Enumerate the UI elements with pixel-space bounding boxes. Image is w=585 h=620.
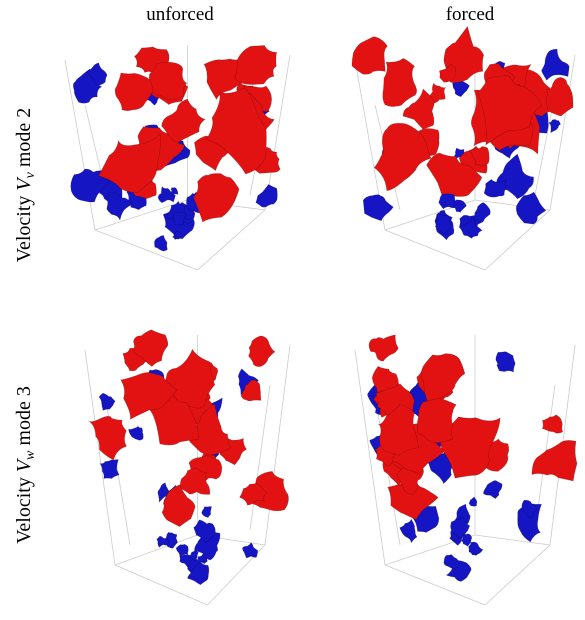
isosurface <box>484 179 506 197</box>
isosurface <box>352 37 387 75</box>
row-label-suffix: mode 3 <box>13 386 35 445</box>
isosurface <box>99 393 115 410</box>
isosurface <box>546 77 573 116</box>
row-label-prefix: Velocity <box>13 477 35 544</box>
figure: unforced forced Velocity Vv mode 2 Veloc… <box>0 0 585 620</box>
isosurface <box>235 46 277 85</box>
isosurface <box>400 519 417 542</box>
row-label-prefix: Velocity <box>13 196 35 263</box>
isosurface <box>549 119 560 132</box>
isosurface <box>115 73 152 111</box>
isosurface <box>444 554 459 568</box>
panel <box>355 335 577 605</box>
row-label-subscript: v <box>23 171 38 178</box>
isosurface <box>256 184 277 207</box>
isosurface <box>363 195 393 221</box>
isosurface <box>483 481 502 499</box>
isosurface <box>173 211 185 225</box>
axis-line <box>485 545 550 605</box>
isosurface <box>154 235 167 251</box>
isosurface <box>475 203 491 226</box>
isosurface <box>88 416 127 460</box>
column-header: forced <box>446 4 495 25</box>
axis-line <box>265 345 290 545</box>
isosurface <box>180 469 210 495</box>
isosurface <box>202 507 212 518</box>
isosurface <box>369 335 398 361</box>
isosurface <box>542 49 570 80</box>
panel <box>352 27 575 270</box>
row-label-suffix: mode 2 <box>13 108 35 167</box>
axis-line <box>485 210 550 270</box>
panels <box>65 27 577 605</box>
isosurface <box>496 352 515 372</box>
panel <box>85 330 290 605</box>
isosurface <box>532 440 577 481</box>
isosurface <box>242 543 257 558</box>
isosurface <box>249 336 275 367</box>
panel <box>65 45 290 270</box>
column-header: unforced <box>146 4 214 25</box>
row-label: Velocity Vv mode 2 <box>13 108 39 263</box>
row-label-subscript: w <box>23 450 38 460</box>
isosurface <box>542 415 563 433</box>
axis-line <box>475 535 550 545</box>
isosurface <box>454 200 466 213</box>
isosurface <box>421 354 465 403</box>
isosurface <box>383 58 417 106</box>
isosurface <box>171 187 178 195</box>
isosurface <box>193 173 239 222</box>
isosurface <box>469 497 477 506</box>
row-label: Velocity Vw mode 3 <box>13 386 39 544</box>
isosurface <box>469 542 483 555</box>
isosurface <box>129 426 144 440</box>
